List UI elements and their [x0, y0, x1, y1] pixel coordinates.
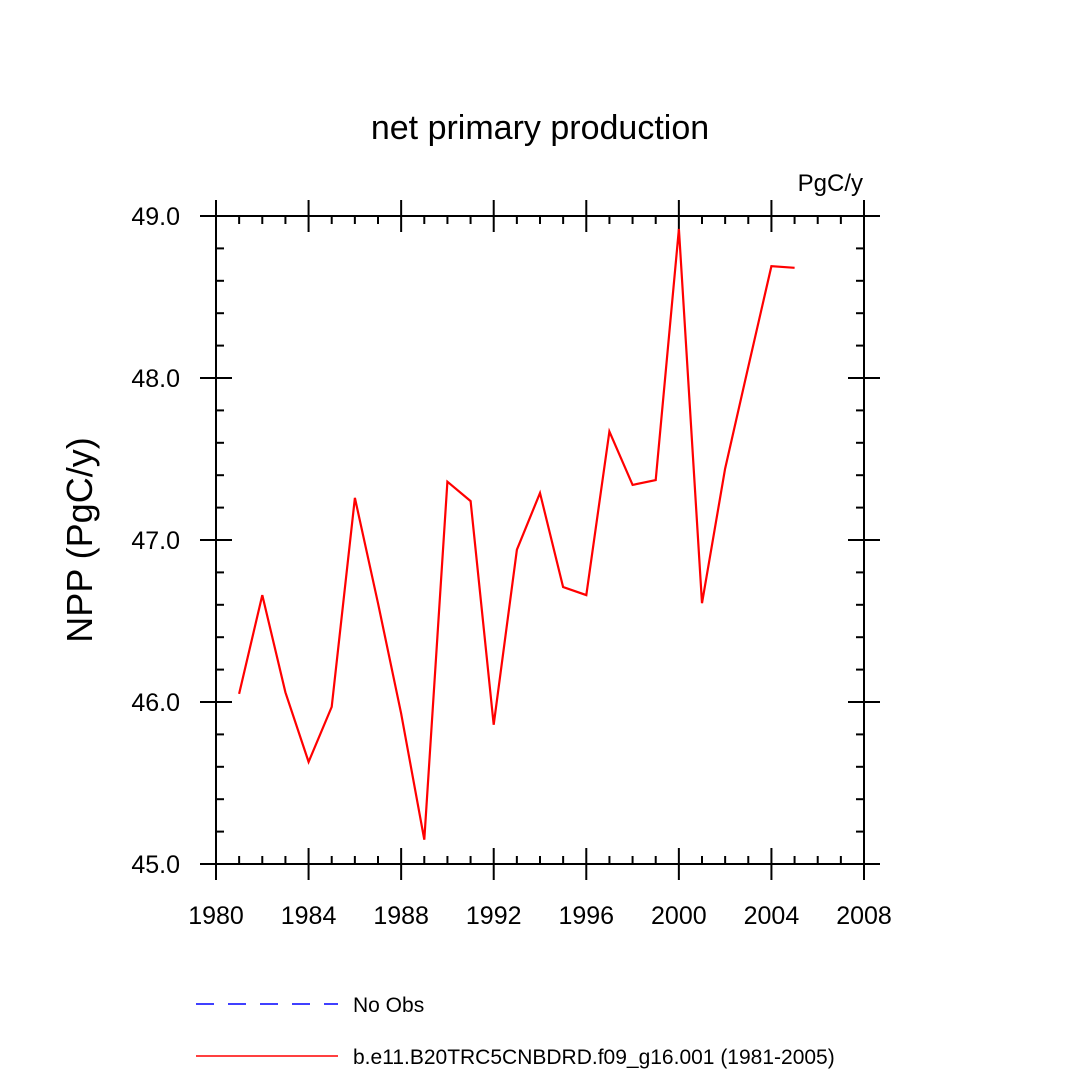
- x-tick-label: 1992: [466, 902, 522, 930]
- legend-label: No Obs: [353, 994, 424, 1017]
- x-tick-label: 1996: [558, 902, 614, 930]
- x-axis: 1980 1984 1988 1992 1996 2000 2004 2008: [188, 200, 892, 930]
- x-tick-label: 2008: [836, 902, 892, 930]
- series-layer: [238, 228, 795, 840]
- x-tick-label: 1980: [188, 902, 244, 930]
- units-label: PgC/y: [798, 170, 863, 197]
- y-tick-label: 48.0: [131, 365, 180, 393]
- y-tick-label: 45.0: [131, 851, 180, 879]
- y-tick-label: 46.0: [131, 689, 180, 717]
- x-tick-label: 2000: [651, 902, 707, 930]
- legend-label: b.e11.B20TRC5CNBDRD.f09_g16.001 (1981-20…: [353, 1046, 835, 1069]
- y-tick-label: 47.0: [131, 527, 180, 555]
- x-tick-label: 1984: [281, 902, 337, 930]
- y-axis: 45.0 46.0 47.0 48.0 49.0: [131, 203, 880, 879]
- chart-title: net primary production: [371, 109, 709, 147]
- y-tick-label: 49.0: [131, 203, 180, 231]
- legend: No Obs b.e11.B20TRC5CNBDRD.f09_g16.001 (1…: [196, 994, 835, 1069]
- x-tick-label: 1988: [373, 902, 429, 930]
- y-axis-label: NPP (PgC/y): [59, 437, 100, 642]
- x-tick-label: 2004: [744, 902, 800, 930]
- plot-frame: [215, 215, 865, 865]
- series-line-1: [238, 228, 795, 840]
